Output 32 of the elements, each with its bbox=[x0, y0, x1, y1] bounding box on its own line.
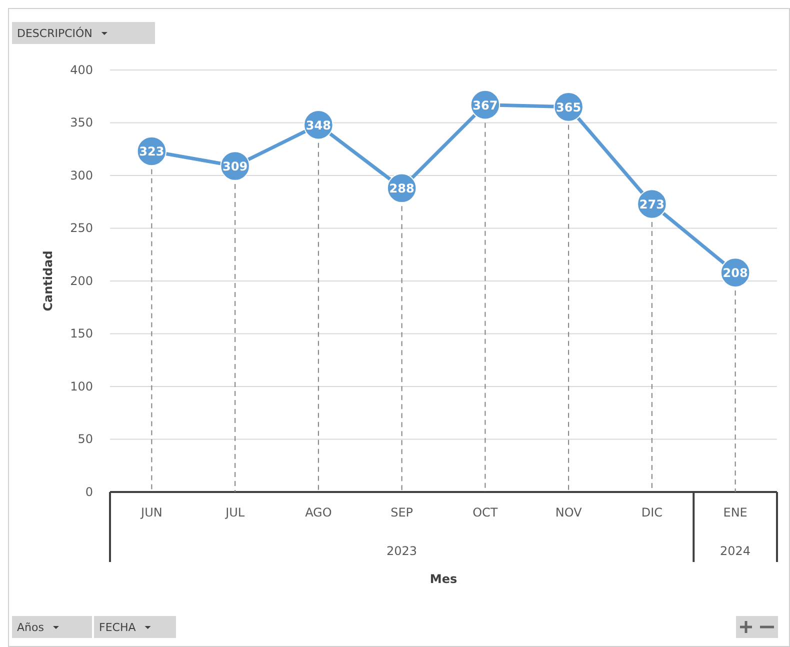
x-tick-label: AGO bbox=[305, 506, 332, 520]
y-tick-label: 0 bbox=[85, 484, 93, 499]
y-tick-label: 150 bbox=[70, 326, 93, 341]
y-tick-label: 200 bbox=[70, 274, 93, 288]
y-tick-label: 100 bbox=[70, 379, 93, 394]
y-tick-label: 50 bbox=[78, 432, 93, 446]
data-label: 288 bbox=[389, 182, 414, 196]
y-tick-label: 350 bbox=[70, 116, 93, 130]
y-tick-label: 400 bbox=[70, 62, 93, 77]
x-tick-label: JUN bbox=[140, 506, 162, 520]
data-label: 367 bbox=[472, 98, 498, 112]
text: Años bbox=[17, 621, 44, 634]
y-tick-label: 300 bbox=[70, 168, 93, 182]
text: DESCRIPCIÓN bbox=[17, 26, 92, 40]
x-tick-label: DIC bbox=[641, 506, 663, 520]
y-tick-label: 250 bbox=[70, 221, 93, 236]
x-tick-label: ENE bbox=[723, 506, 748, 520]
data-label: 365 bbox=[556, 100, 582, 114]
data-label: 208 bbox=[722, 266, 748, 280]
text: 2024 bbox=[720, 544, 751, 558]
data-label: 323 bbox=[139, 144, 164, 159]
x-tick-label: OCT bbox=[472, 506, 498, 520]
x-tick-label: SEP bbox=[390, 506, 414, 520]
data-label: 273 bbox=[639, 197, 664, 212]
text: FECHA bbox=[99, 621, 136, 634]
text: 2023 bbox=[386, 544, 418, 558]
data-label: 309 bbox=[222, 160, 248, 174]
x-tick-label: JUL bbox=[224, 506, 245, 520]
y-axis-title: Cantidad bbox=[41, 250, 55, 312]
x-axis-title: Mes bbox=[430, 572, 458, 586]
data-label: 348 bbox=[306, 118, 331, 132]
x-tick-label: NOV bbox=[555, 506, 583, 520]
